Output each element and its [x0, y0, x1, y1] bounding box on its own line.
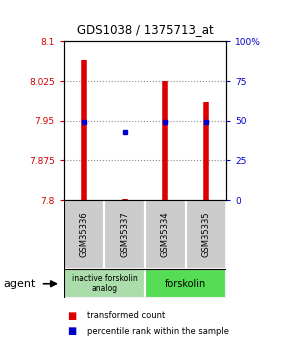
- Text: agent: agent: [3, 279, 35, 289]
- Text: percentile rank within the sample: percentile rank within the sample: [87, 327, 229, 336]
- Bar: [186, 200, 226, 269]
- Text: inactive forskolin
analog: inactive forskolin analog: [72, 274, 137, 294]
- Text: ■: ■: [67, 311, 76, 321]
- Text: GSM35337: GSM35337: [120, 212, 129, 257]
- Bar: [145, 269, 226, 298]
- Text: GSM35336: GSM35336: [79, 212, 89, 257]
- Bar: [145, 200, 186, 269]
- Text: transformed count: transformed count: [87, 311, 165, 320]
- Text: ■: ■: [67, 326, 76, 336]
- Text: GDS1038 / 1375713_at: GDS1038 / 1375713_at: [77, 23, 213, 36]
- Text: forskolin: forskolin: [165, 279, 206, 289]
- Bar: [64, 269, 145, 298]
- Text: GSM35334: GSM35334: [161, 212, 170, 257]
- Bar: [64, 200, 104, 269]
- Bar: [104, 200, 145, 269]
- Text: GSM35335: GSM35335: [201, 212, 211, 257]
